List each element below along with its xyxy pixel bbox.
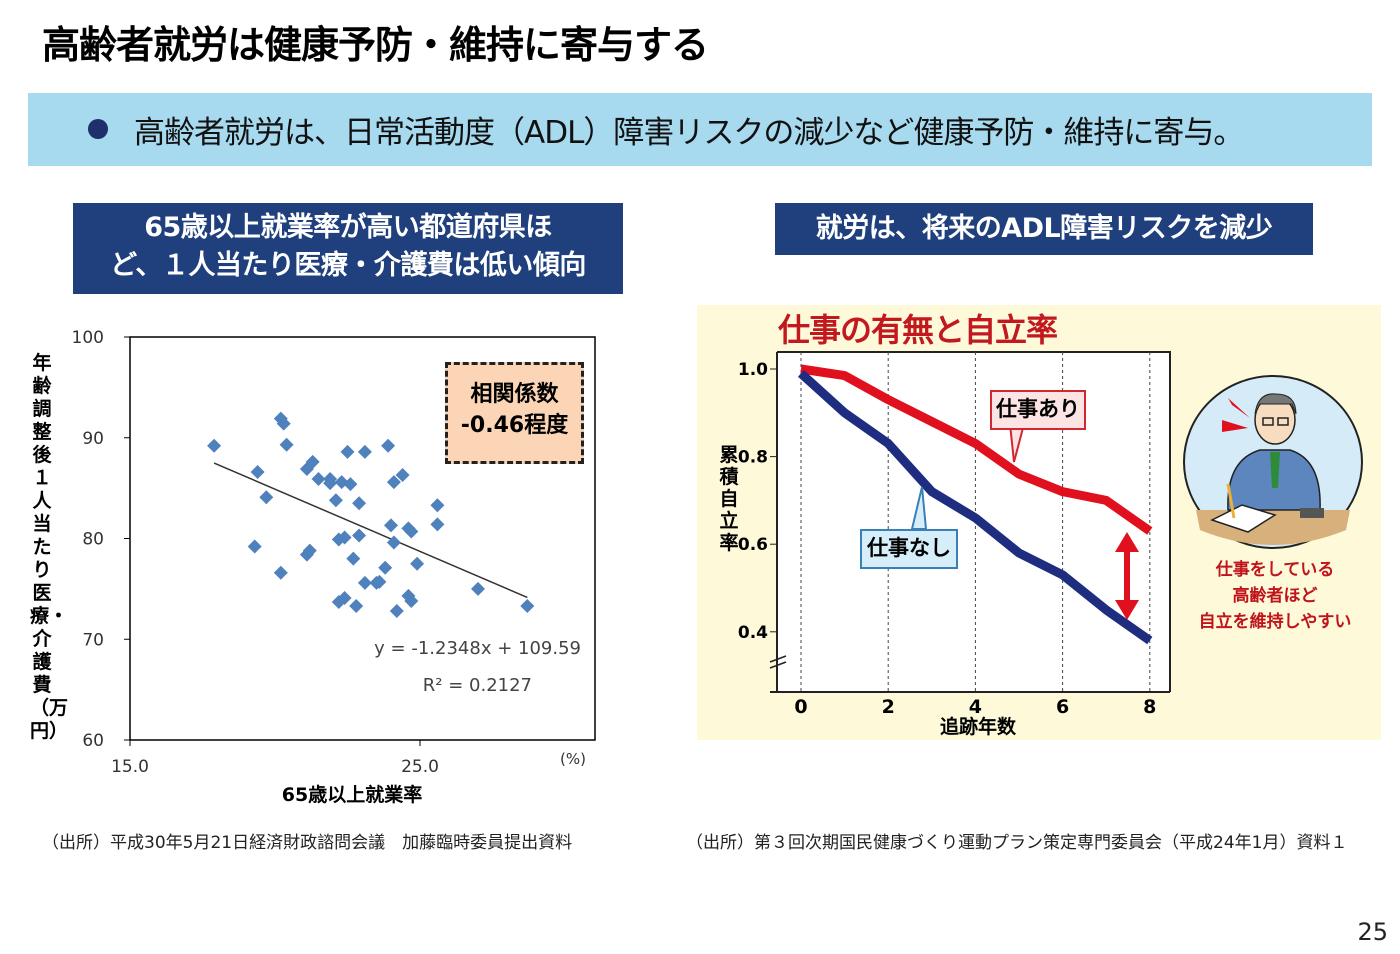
scatter-point	[378, 560, 393, 575]
scatter-x-unit: (%)	[560, 750, 586, 768]
y-tick-label: 90	[82, 429, 104, 449]
scatter-x-axis-label: 65歳以上就業率	[282, 783, 422, 806]
scatter-point	[430, 517, 445, 532]
note-line: 自立を維持しやすい	[1198, 612, 1352, 632]
x-tick-label: 0	[794, 696, 807, 718]
scatter-point	[323, 472, 338, 487]
left-heading-line2: ど、１人当たり医療・介護費は低い傾向	[110, 250, 586, 281]
scatter-point	[395, 468, 410, 483]
scatter-point	[352, 496, 367, 511]
scatter-point	[404, 593, 419, 608]
scatter-point	[340, 444, 355, 459]
y-tick-label: 0.4	[738, 623, 768, 643]
x-tick-label: 2	[882, 696, 895, 718]
scatter-point	[302, 543, 317, 558]
scatter-point	[520, 599, 535, 614]
scatter-point	[357, 444, 372, 459]
scatter-point	[349, 599, 364, 614]
scatter-point	[430, 498, 445, 513]
left-heading: 65歳以上就業率が高い都道府県ほ ど、１人当たり医療・介護費は低い傾向	[73, 203, 623, 294]
trend-r2: R² = 0.2127	[423, 675, 532, 696]
x-tick-label: 4	[969, 696, 982, 718]
scatter-point	[343, 477, 358, 492]
scatter-point	[346, 551, 361, 566]
y-tick-label: 100	[72, 328, 104, 348]
scatter-point	[311, 472, 326, 487]
scatter-point	[471, 581, 485, 596]
left-heading-line1: 65歳以上就業率が高い都道府県ほ	[144, 212, 552, 243]
line-chart-title: 仕事の有無と自立率	[778, 311, 1058, 349]
right-source: （出所）第３回次期国民健康づくり運動プラン策定専門委員会（平成24年1月）資料１	[686, 833, 1348, 853]
scatter-point	[299, 461, 314, 476]
scatter-point	[410, 556, 425, 571]
slide-title: 高齢者就労は健康予防・維持に寄与する	[42, 23, 709, 67]
scatter-point	[279, 437, 294, 452]
correlation-value: -0.46程度	[460, 413, 569, 438]
x-tick-label: 6	[1056, 696, 1069, 718]
scatter-point	[384, 518, 398, 533]
elderly-worker-illustration	[1183, 375, 1363, 549]
scatter-point	[352, 528, 367, 543]
scatter-point	[331, 532, 346, 547]
scatter-point	[404, 524, 419, 539]
x-tick-label: 8	[1143, 696, 1156, 718]
banner-text: 高齢者就労は、日常活動度（ADL）障害リスクの減少など健康予防・維持に寄与。	[134, 115, 1244, 151]
trend-equation: y = -1.2348x + 109.59	[374, 638, 581, 659]
series-line-work-no	[797, 370, 1153, 645]
line-x-axis-label: 追跡年数	[940, 715, 1017, 738]
line-chart: 0.4 0.6 0.8 1.0 0 2 4 6 8 追跡年数	[738, 351, 1171, 738]
scatter-point	[389, 604, 404, 619]
scatter-point	[372, 574, 387, 589]
y-tick-label: 0.8	[738, 448, 768, 468]
left-source: （出所）平成30年5月21日経済財政諮問会議 加藤臨時委員提出資料	[42, 833, 573, 853]
series-label-work-yes: 仕事あり	[990, 390, 1086, 430]
scatter-point	[276, 416, 291, 431]
scatter-point	[386, 535, 401, 550]
series-line-work-yes	[800, 364, 1153, 535]
scatter-point	[259, 490, 274, 505]
axis-break-icon	[769, 655, 787, 669]
difference-arrow-icon	[1115, 532, 1139, 620]
illustration-note: 仕事をしている 高齢者ほど 自立を維持しやすい	[1190, 557, 1360, 635]
scatter-point	[207, 438, 222, 453]
scatter-point	[381, 438, 396, 453]
y-tick-label: 0.6	[738, 535, 768, 555]
scatter-point	[357, 575, 372, 590]
scatter-point	[328, 493, 343, 508]
y-tick-label: 60	[82, 731, 104, 751]
y-tick-label: 80	[82, 530, 104, 550]
x-tick-label: 25.0	[401, 757, 439, 777]
series-label-work-no: 仕事なし	[860, 529, 958, 569]
scatter-point	[337, 590, 352, 605]
scatter-point	[386, 475, 401, 490]
page-number: 25	[1357, 918, 1388, 946]
scatter-point	[247, 539, 262, 554]
x-tick-label: 15.0	[111, 757, 149, 777]
correlation-label: 相関係数	[470, 382, 559, 407]
trend-line	[213, 462, 528, 599]
scatter-point	[250, 465, 265, 480]
y-tick-label: 70	[82, 630, 104, 650]
scatter-chart: 60 70 80 90 100 15.0 25.0 (%) 65歳以上就業率 y = -1.…	[72, 328, 596, 806]
correlation-box: 相関係数 -0.46程度	[445, 362, 584, 464]
note-line: 高齢者ほど	[1232, 586, 1318, 606]
y-tick-label: 1.0	[738, 360, 768, 380]
right-heading: 就労は、将来のADL障害リスクを減少	[775, 203, 1313, 255]
note-line: 仕事をしている	[1215, 560, 1335, 580]
line-y-axis-label: 累積自立率	[719, 444, 739, 554]
summary-banner: 高齢者就労は、日常活動度（ADL）障害リスクの減少など健康予防・維持に寄与。	[28, 93, 1372, 166]
scatter-point	[273, 565, 288, 580]
bullet-icon	[88, 119, 108, 139]
